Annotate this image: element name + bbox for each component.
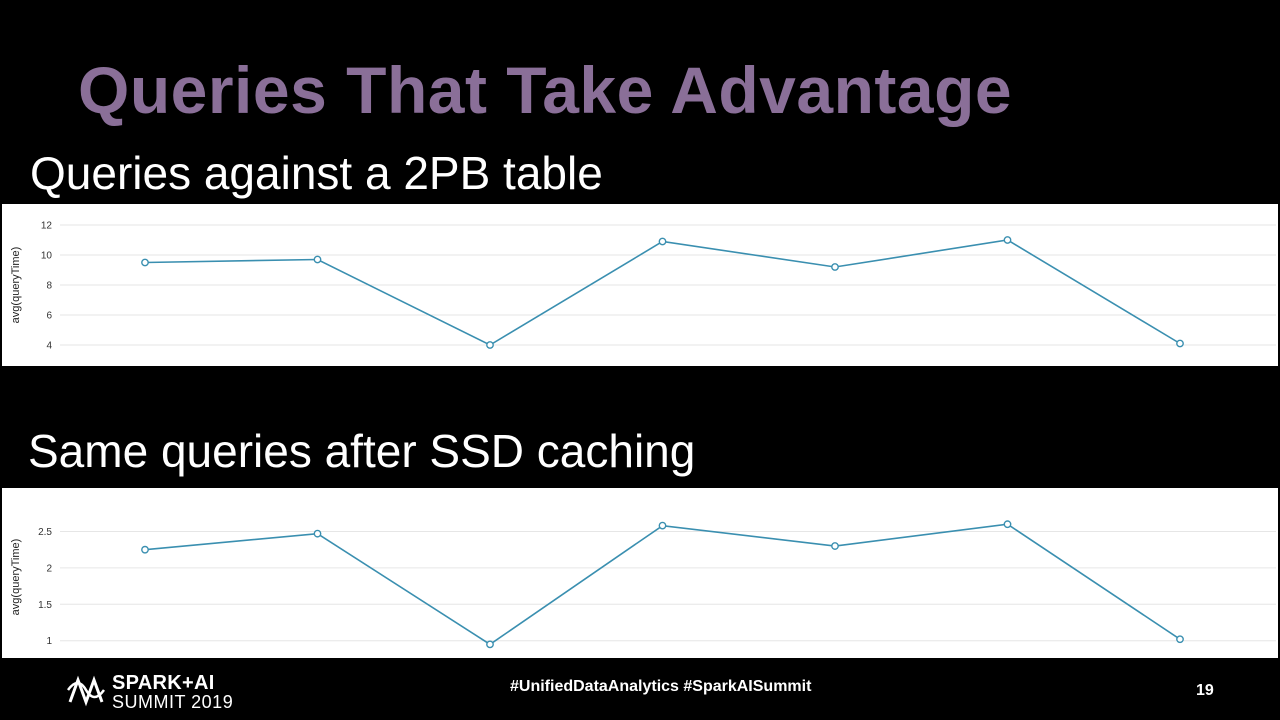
y-axis-label: avg(queryTime) — [10, 247, 22, 324]
data-point[interactable] — [658, 237, 667, 246]
data-point[interactable] — [486, 640, 494, 649]
chart-panel-after: 1 1.5 2 2.5 avg(queryTime) — [2, 488, 1278, 658]
y-tick-label: 12 — [41, 221, 53, 232]
series-line — [144, 523, 1181, 646]
y-tick-label: 6 — [46, 311, 52, 322]
data-point[interactable] — [831, 542, 839, 550]
series-line — [144, 239, 1181, 346]
hashtags: #UnifiedDataAnalytics #SparkAISummit — [510, 678, 812, 695]
section-heading-ssd: Same queries after SSD caching — [28, 425, 696, 477]
data-point[interactable] — [141, 258, 149, 267]
y-tick-label: 8 — [46, 281, 52, 292]
data-point[interactable] — [1003, 520, 1012, 529]
y-tick-label: 1 — [46, 636, 52, 647]
page-number: 19 — [1196, 682, 1214, 699]
data-point[interactable] — [1176, 635, 1184, 644]
chart-before-caching: 4 6 8 10 12 avg(queryTime) — [10, 221, 1276, 352]
data-point[interactable] — [313, 529, 322, 538]
y-tick-label: 2 — [46, 563, 52, 574]
chart-after-caching: 1 1.5 2 2.5 avg(queryTime) — [10, 520, 1276, 649]
data-point[interactable] — [658, 521, 667, 530]
data-point[interactable] — [486, 341, 494, 349]
data-point[interactable] — [141, 545, 149, 554]
y-tick-label: 10 — [41, 251, 53, 262]
y-axis-label: avg(queryTime) — [10, 539, 22, 616]
section-heading-2pb: Queries against a 2PB table — [30, 147, 603, 199]
y-tick-label: 2.5 — [38, 527, 52, 538]
spark-logo-icon — [66, 675, 106, 707]
logo-text-summit: SUMMIT 2019 — [112, 692, 234, 712]
y-tick-label: 1.5 — [38, 600, 52, 611]
chart-panel-before: 4 6 8 10 12 avg(queryTime) — [2, 204, 1278, 366]
data-point[interactable] — [831, 263, 839, 271]
slide-title: Queries That Take Advantage — [78, 53, 1013, 127]
y-tick-label: 4 — [46, 341, 52, 352]
logo-text-spark-ai: SPARK+AI — [112, 672, 215, 694]
data-point[interactable] — [1176, 339, 1184, 348]
data-point[interactable] — [313, 255, 322, 264]
spark-ai-summit-logo: SPARK+AI SUMMIT 2019 — [64, 672, 244, 712]
data-point[interactable] — [1003, 236, 1012, 244]
